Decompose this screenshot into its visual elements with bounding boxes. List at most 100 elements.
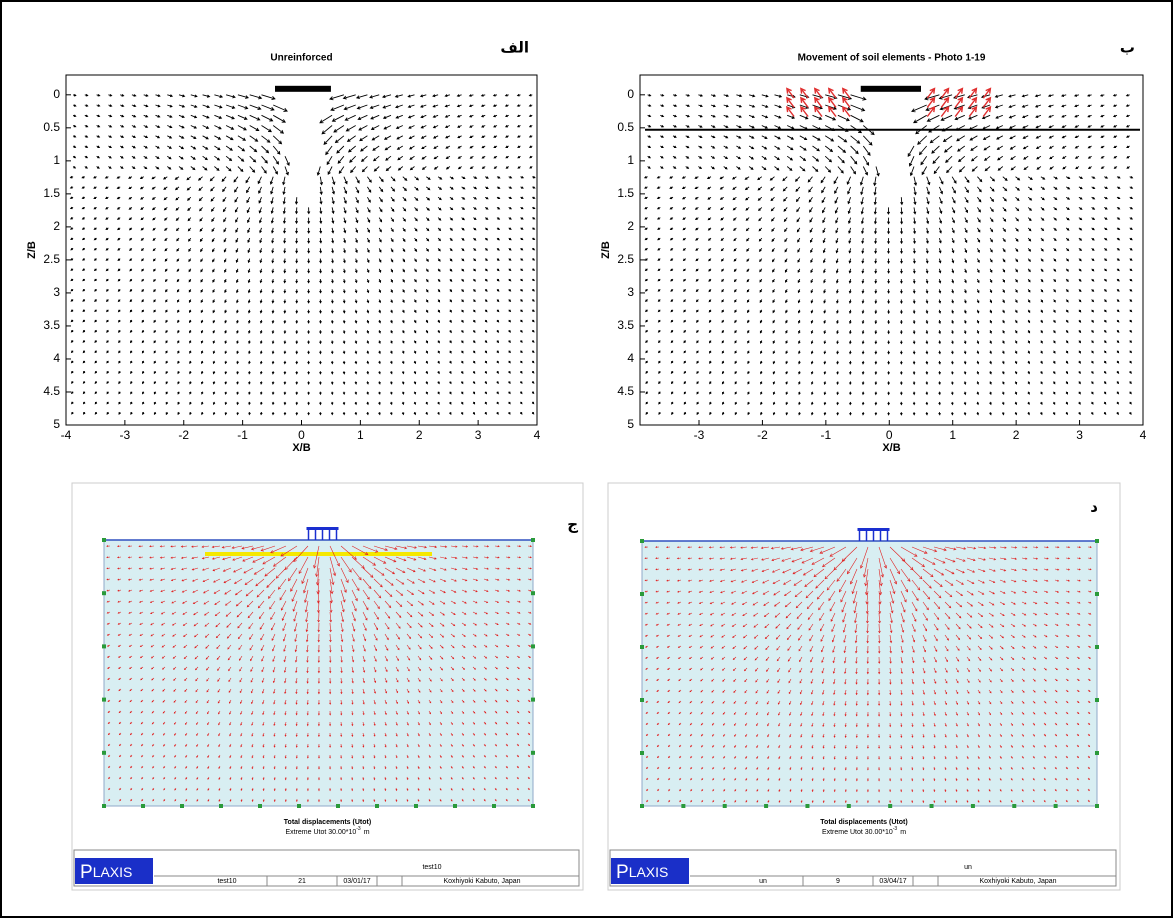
x-tick-label: -4 xyxy=(61,428,72,442)
node xyxy=(102,697,106,702)
node xyxy=(531,804,535,808)
x-tick-label: 2 xyxy=(1013,428,1020,442)
x-tick-label: -2 xyxy=(757,428,768,442)
y-axis-label: Z/B xyxy=(600,241,612,259)
y-tick-label: 2.5 xyxy=(43,252,60,266)
node xyxy=(640,804,644,808)
y-tick-label: 2 xyxy=(53,219,60,233)
step: 21 xyxy=(298,878,306,885)
panel-label: د xyxy=(1090,498,1098,516)
x-tick-label: 3 xyxy=(475,428,482,442)
node xyxy=(102,750,106,755)
name: un xyxy=(759,878,767,885)
node xyxy=(1012,804,1017,808)
x-tick-label: 4 xyxy=(1140,428,1147,442)
title-block xyxy=(73,849,580,887)
y-tick-label: 1 xyxy=(627,153,634,167)
node xyxy=(722,804,727,808)
y-tick-label: 4 xyxy=(627,351,634,365)
node xyxy=(531,644,535,649)
x-tick-label: 1 xyxy=(357,428,364,442)
step: 9 xyxy=(836,878,840,885)
logo-bg xyxy=(611,858,689,884)
panel-label: الف xyxy=(500,39,529,57)
node xyxy=(414,804,418,808)
node xyxy=(531,591,535,596)
node xyxy=(1095,751,1099,755)
node xyxy=(929,804,934,808)
uplift-vectors xyxy=(786,87,992,118)
x-tick-label: 2 xyxy=(416,428,423,442)
x-tick-label: 3 xyxy=(1076,428,1083,442)
node xyxy=(764,804,769,808)
logo: PLAXIS xyxy=(616,862,668,883)
y-tick-label: 0.5 xyxy=(617,120,634,134)
vector-field xyxy=(69,93,536,416)
y-axis-label: Z/B xyxy=(26,241,38,259)
node xyxy=(640,645,644,649)
node xyxy=(297,804,301,808)
footing xyxy=(857,528,890,531)
extreme-unit: m xyxy=(364,829,370,836)
caption: Total displacements (Utot) xyxy=(284,819,371,826)
y-tick-label: 2 xyxy=(627,219,634,233)
node xyxy=(180,804,184,808)
chart-title: Movement of soil elements - Photo 1-19 xyxy=(798,53,986,64)
node xyxy=(846,804,851,808)
node xyxy=(1095,592,1099,596)
displacement-field xyxy=(644,546,1092,804)
displacement-field xyxy=(106,545,533,803)
vector-field xyxy=(643,93,1134,416)
project: un xyxy=(964,864,972,871)
y-tick-label: 3.5 xyxy=(617,318,634,332)
node xyxy=(805,804,810,808)
x-tick-label: 4 xyxy=(534,428,541,442)
extreme-prefix: Extreme Utot 30.00*10 xyxy=(285,829,356,836)
node xyxy=(888,804,893,808)
panel-label: ب xyxy=(1120,39,1135,57)
node xyxy=(1095,804,1099,808)
name: test10 xyxy=(217,878,236,885)
x-axis-label: X/B xyxy=(882,442,900,454)
extreme-value: Extreme Utot 30.00*10-3 m xyxy=(822,826,906,836)
node xyxy=(102,538,106,542)
extreme-value: Extreme Utot 30.00*10-3 m xyxy=(285,826,369,836)
panel-label: ج xyxy=(567,516,578,534)
y-tick-label: 3 xyxy=(53,285,60,299)
user: Koxhiyoki Kabuto, Japan xyxy=(979,878,1056,885)
y-tick-label: 1 xyxy=(53,153,60,167)
x-tick-label: 0 xyxy=(298,428,305,442)
y-tick-label: 2.5 xyxy=(617,252,634,266)
y-tick-label: 0 xyxy=(53,87,60,101)
y-tick-label: 0 xyxy=(627,87,634,101)
node xyxy=(336,804,340,808)
x-tick-label: 0 xyxy=(886,428,893,442)
logo-bg xyxy=(75,858,153,884)
project: test10 xyxy=(422,864,441,871)
plot-area xyxy=(639,74,1144,426)
node xyxy=(492,804,496,808)
node xyxy=(1095,698,1099,702)
node xyxy=(102,644,106,649)
y-tick-label: 4.5 xyxy=(43,384,60,398)
node xyxy=(102,804,106,808)
extreme-exp: -3 xyxy=(356,826,361,832)
y-tick-label: 5 xyxy=(627,417,634,431)
node xyxy=(640,698,644,702)
node xyxy=(1053,804,1058,808)
y-tick-label: 5 xyxy=(53,417,60,431)
node xyxy=(1095,539,1099,543)
footing xyxy=(275,85,331,92)
y-tick-label: 4.5 xyxy=(617,384,634,398)
node xyxy=(102,591,106,596)
node xyxy=(141,804,145,808)
logo-initial: P xyxy=(616,862,629,883)
x-tick-label: -3 xyxy=(120,428,131,442)
logo-initial: P xyxy=(80,862,93,883)
date: 03/04/17 xyxy=(879,878,906,885)
y-tick-label: 4 xyxy=(53,351,60,365)
logo-rest: LAXIS xyxy=(93,864,133,880)
